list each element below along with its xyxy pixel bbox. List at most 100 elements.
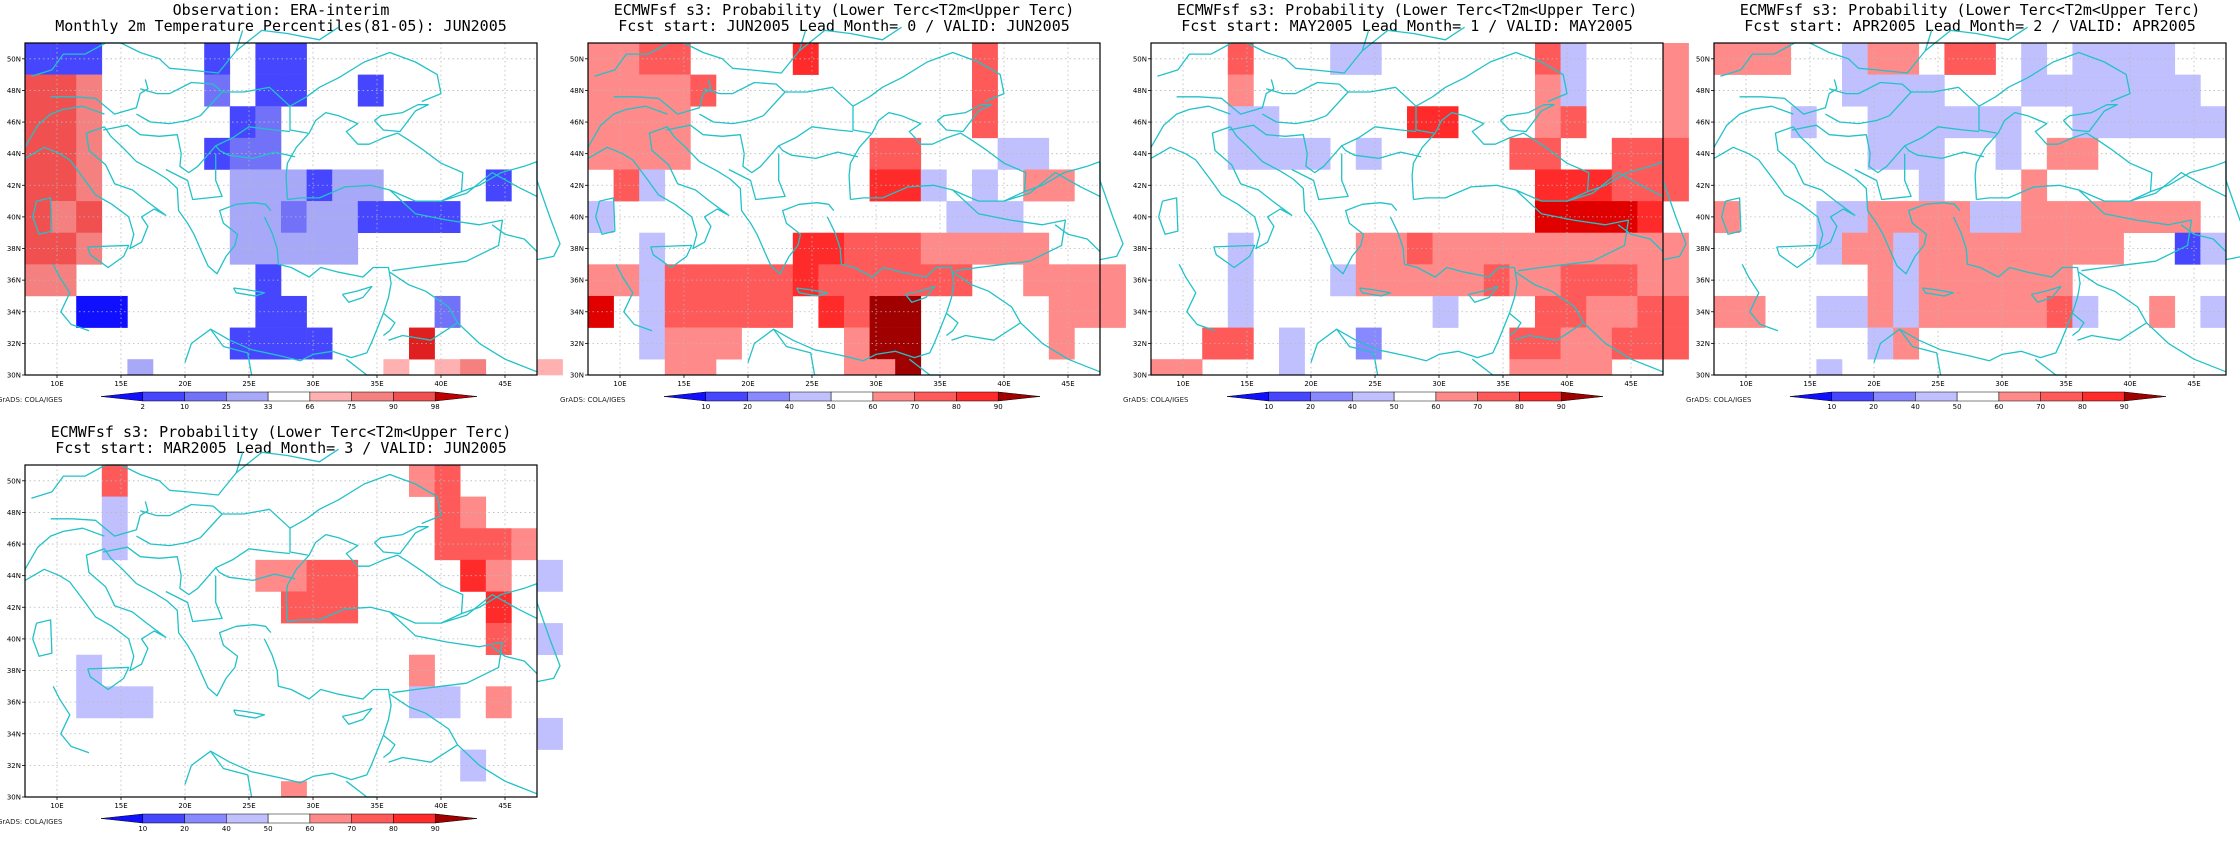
- lat-tick-label: 44N: [1133, 150, 1147, 158]
- lat-tick-label: 50N: [7, 477, 21, 485]
- lon-tick-label: 30E: [306, 380, 319, 388]
- coastline: [728, 153, 786, 201]
- colorbar-label: 80: [1515, 403, 1524, 411]
- lon-tick-label: 15E: [114, 380, 127, 388]
- colorbar-segment: [226, 391, 269, 402]
- lon-tick-label: 45E: [2187, 380, 2200, 388]
- colorbar-label: 80: [2078, 403, 2087, 411]
- grid-cell: [844, 359, 870, 376]
- grid-cell: [588, 106, 614, 139]
- map-panel-lead1: ECMWFsf s3: Probability (Lower Terc<T2m<…: [1121, 0, 1693, 422]
- coastline: [1471, 358, 1503, 376]
- grid-cell: [1970, 201, 1996, 234]
- coastline: [1741, 264, 1779, 332]
- grid-cell: [1918, 137, 1945, 170]
- grid-cell: [1739, 43, 1766, 75]
- coastline: [215, 548, 291, 569]
- coastline: [1341, 126, 1417, 147]
- grid-cell: [664, 74, 691, 107]
- grid-cell: [1355, 232, 1382, 265]
- graticule: [25, 465, 537, 798]
- coastline: [103, 548, 272, 697]
- coastline: [373, 104, 429, 133]
- grid-cell: [613, 74, 640, 107]
- lon-tick-label: 30E: [306, 802, 319, 810]
- probability-cells: [588, 43, 1126, 376]
- grid-cell: [25, 201, 51, 234]
- coastline: [1854, 153, 1912, 201]
- lat-tick-label: 42N: [570, 182, 584, 190]
- grid-cell: [25, 169, 51, 202]
- grid-cell: [2149, 74, 2176, 107]
- grid-cell: [1816, 295, 1843, 328]
- coastline: [1792, 126, 1961, 275]
- coastline: [2078, 189, 2193, 272]
- grid-cell: [1023, 264, 1050, 297]
- grid-cell: [1560, 295, 1587, 328]
- coastline: [595, 197, 616, 235]
- coastline: [440, 171, 538, 202]
- lon-tick-label: 30E: [869, 380, 882, 388]
- grid-cell: [613, 264, 640, 297]
- grid-cell: [306, 591, 333, 624]
- grid-cell: [1560, 232, 1587, 265]
- grid-cell: [613, 169, 640, 202]
- lat-tick-label: 40N: [7, 213, 21, 221]
- grid-cell: [664, 359, 691, 376]
- grid-cell: [101, 295, 128, 328]
- grid-cell: [1586, 201, 1613, 234]
- coastline: [1054, 224, 1101, 253]
- grid-cell: [1714, 43, 1740, 75]
- coastline: [102, 124, 296, 174]
- colorbar-label: 25: [222, 403, 231, 411]
- coastline: [32, 619, 53, 657]
- lon-tick-label: 10E: [613, 380, 626, 388]
- coastline: [904, 285, 936, 303]
- graticule: [1151, 43, 1663, 376]
- coastline: [461, 160, 538, 193]
- panel-title-line2: Monthly 2m Temperature Percentiles(81-05…: [55, 17, 507, 35]
- coastline: [1150, 105, 1231, 148]
- lon-tick-label: 45E: [1061, 380, 1074, 388]
- grid-cell: [2123, 201, 2150, 234]
- coastline: [285, 111, 464, 202]
- grads-credit: GrADS: COLA/IGES: [1686, 396, 1752, 404]
- colorbar-segment: [1956, 391, 2000, 402]
- grid-cell: [1432, 295, 1459, 328]
- coastline: [440, 593, 538, 624]
- grid-cell: [25, 43, 51, 75]
- grid-cell: [281, 295, 307, 328]
- lon-tick-label: 10E: [1739, 380, 1752, 388]
- colorbar-segment: [226, 813, 269, 824]
- colorbar-arrow-right: [2123, 391, 2167, 402]
- panel-title-line1: ECMWFsf s3: Probability (Lower Terc<T2m<…: [50, 423, 512, 441]
- grid-cell: [792, 43, 819, 75]
- lon-tick-label: 40E: [1560, 380, 1573, 388]
- grid-cell: [1663, 264, 1689, 297]
- coastline: [32, 197, 53, 235]
- lat-tick-label: 50N: [1696, 55, 1710, 63]
- grid-cell: [1663, 74, 1689, 107]
- grid-cell: [281, 327, 307, 360]
- colorbar-arrow-left: [100, 813, 144, 824]
- grid-cell: [1918, 295, 1945, 328]
- grid-cell: [50, 43, 77, 75]
- lat-tick-label: 34N: [570, 308, 584, 316]
- colorbar-arrow-left: [100, 391, 144, 402]
- coastline: [389, 611, 504, 694]
- grid-cell: [2149, 106, 2176, 139]
- coastline: [945, 312, 959, 337]
- grid-cell: [1227, 232, 1254, 265]
- colorbar-segment: [267, 813, 311, 824]
- lat-tick-label: 32N: [1133, 340, 1147, 348]
- coastline: [136, 503, 223, 547]
- grid-cell: [1355, 43, 1382, 75]
- lat-tick-label: 38N: [1696, 245, 1710, 253]
- grid-cell: [2072, 43, 2099, 75]
- grid-cell: [2046, 232, 2073, 265]
- grid-cell: [690, 264, 717, 297]
- grid-cell: [767, 264, 794, 297]
- grid-cell: [1586, 232, 1613, 265]
- grid-cell: [50, 232, 77, 265]
- coastline: [388, 693, 459, 763]
